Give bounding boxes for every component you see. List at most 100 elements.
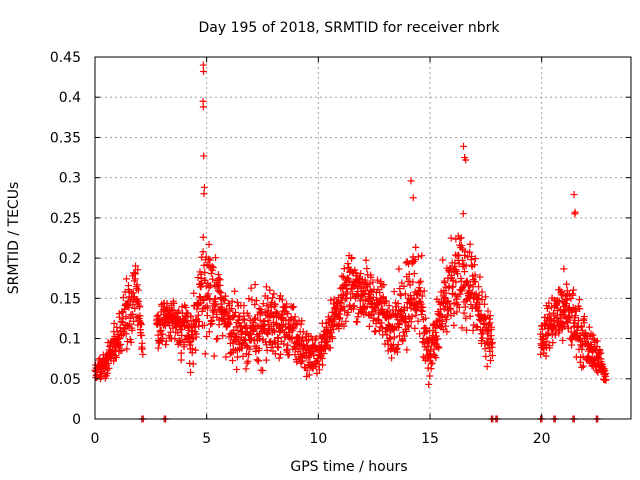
data-point xyxy=(270,290,278,298)
data-point xyxy=(602,376,610,384)
data-point xyxy=(199,233,207,241)
data-point xyxy=(274,344,282,352)
data-point xyxy=(399,337,407,345)
data-point xyxy=(455,303,463,311)
data-point xyxy=(439,256,447,264)
data-point xyxy=(124,282,132,290)
data-point xyxy=(284,341,292,349)
data-point xyxy=(210,352,218,360)
x-tick-label: 15 xyxy=(421,431,439,447)
data-point xyxy=(367,273,375,281)
data-point xyxy=(269,294,277,302)
data-point xyxy=(219,332,227,340)
data-point xyxy=(411,324,419,332)
axes xyxy=(94,56,632,420)
data-point xyxy=(162,341,170,349)
data-point xyxy=(430,345,438,353)
data-point xyxy=(311,336,319,344)
data-point xyxy=(137,320,145,328)
data-point xyxy=(234,327,242,335)
data-point xyxy=(457,234,465,242)
data-point xyxy=(121,305,129,313)
data-point xyxy=(363,265,371,273)
data-point xyxy=(422,314,430,322)
data-point xyxy=(253,356,261,364)
data-point xyxy=(414,317,422,325)
data-point xyxy=(354,313,362,321)
data-point xyxy=(341,307,349,315)
data-point xyxy=(393,348,401,356)
data-point xyxy=(313,369,321,377)
data-point xyxy=(397,291,405,299)
data-point xyxy=(453,295,461,303)
data-point xyxy=(451,262,459,270)
data-point xyxy=(401,332,409,340)
data-point xyxy=(253,296,261,304)
data-point xyxy=(427,360,435,368)
data-point xyxy=(234,353,242,361)
data-point xyxy=(297,320,305,328)
data-point xyxy=(542,352,550,360)
data-point xyxy=(556,315,564,323)
data-point xyxy=(428,359,436,367)
data-point xyxy=(374,300,382,308)
data-point xyxy=(407,177,415,185)
data-point xyxy=(136,302,144,310)
data-point xyxy=(481,300,489,308)
data-point xyxy=(435,344,443,352)
data-point xyxy=(207,269,215,277)
data-point xyxy=(128,326,136,334)
data-point xyxy=(452,266,460,274)
data-point xyxy=(594,368,602,376)
data-point xyxy=(470,261,478,269)
data-point xyxy=(570,191,578,199)
data-point xyxy=(228,297,236,305)
data-point xyxy=(441,279,449,287)
data-point xyxy=(565,324,573,332)
data-point xyxy=(354,287,362,295)
data-point xyxy=(462,314,470,322)
data-point xyxy=(245,295,253,303)
data-point xyxy=(216,288,224,296)
data-point xyxy=(117,340,125,348)
data-point xyxy=(448,283,456,291)
data-point xyxy=(245,312,253,320)
data-point xyxy=(401,290,409,298)
data-point xyxy=(255,357,263,365)
data-point xyxy=(291,313,299,321)
data-point xyxy=(394,341,402,349)
data-point xyxy=(239,316,247,324)
data-point xyxy=(217,300,225,308)
data-point xyxy=(255,305,263,313)
data-point xyxy=(276,292,284,300)
data-point xyxy=(386,334,394,342)
data-point xyxy=(443,311,451,319)
data-point xyxy=(113,327,121,335)
data-point xyxy=(273,309,281,317)
data-point xyxy=(366,280,374,288)
data-point xyxy=(190,289,198,297)
data-point xyxy=(209,264,217,272)
data-point xyxy=(201,350,209,358)
data-point xyxy=(312,334,320,342)
data-point xyxy=(353,318,361,326)
data-point xyxy=(419,334,427,342)
data-point xyxy=(486,347,494,355)
data-point xyxy=(475,283,483,291)
x-tick-label: 20 xyxy=(533,431,551,447)
data-point xyxy=(105,364,113,372)
data-point xyxy=(278,315,286,323)
data-point xyxy=(222,353,230,361)
x-tick-label: 10 xyxy=(309,431,327,447)
data-point xyxy=(171,335,179,343)
data-point xyxy=(487,356,495,364)
data-point xyxy=(215,275,223,283)
data-point xyxy=(205,255,213,263)
data-point xyxy=(349,305,357,313)
data-point xyxy=(475,291,483,299)
data-point xyxy=(414,253,422,261)
data-point xyxy=(278,296,286,304)
data-point xyxy=(189,360,197,368)
data-point xyxy=(410,270,418,278)
data-point xyxy=(366,286,374,294)
